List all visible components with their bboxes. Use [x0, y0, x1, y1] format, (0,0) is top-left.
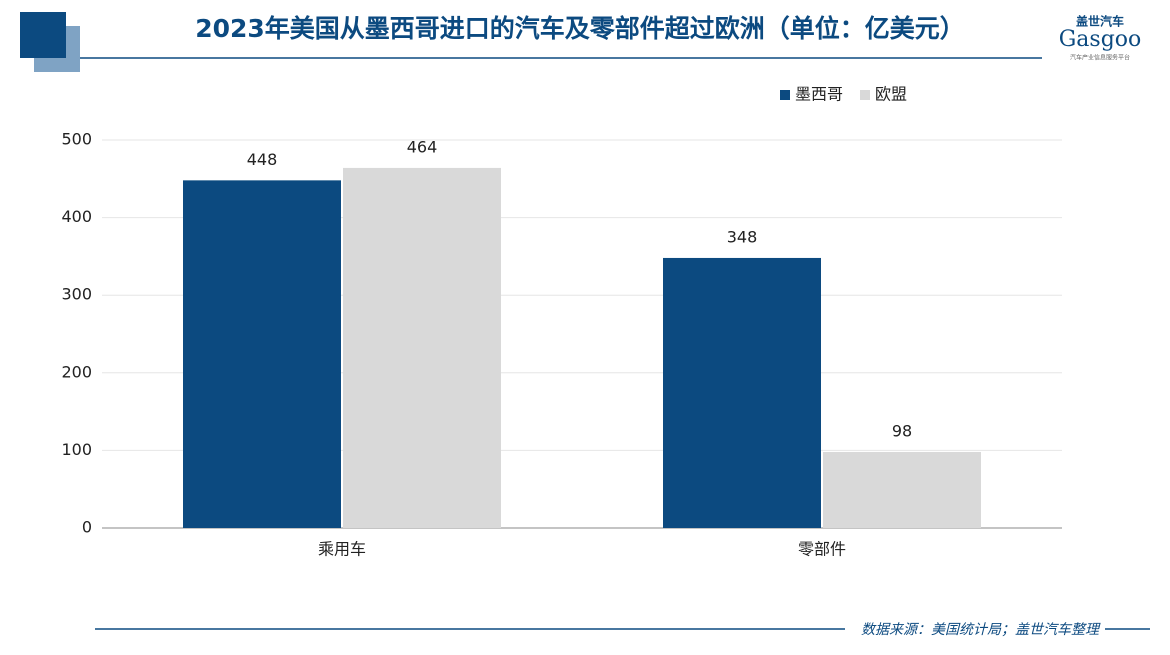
y-tick-label: 400: [61, 207, 92, 226]
bar: [823, 451, 981, 528]
chart-title: 2023年美国从墨西哥进口的汽车及零部件超过欧洲（单位：亿美元）: [195, 14, 965, 43]
x-tick-label: 乘用车: [318, 540, 366, 559]
y-tick-label: 0: [82, 518, 92, 537]
value-label: 464: [407, 137, 438, 156]
legend-swatch: [780, 90, 790, 100]
logo-brand: Gasgoo: [1059, 27, 1142, 52]
source-note: 数据来源：美国统计局；盖世汽车整理: [861, 622, 1101, 638]
bar: [663, 257, 821, 528]
x-tick-label: 零部件: [798, 540, 846, 559]
y-tick-label: 200: [61, 362, 92, 381]
legend-label: 墨西哥: [795, 85, 843, 104]
value-label: 448: [247, 150, 278, 169]
y-tick-label: 100: [61, 440, 92, 459]
y-tick-label: 300: [61, 285, 92, 304]
logo-tagline: 汽车产业信息服务平台: [1070, 54, 1130, 62]
bar: [343, 167, 501, 528]
decor-square-dark: [20, 12, 66, 58]
logo-name: 盖世汽车: [1076, 14, 1124, 29]
value-label: 98: [892, 421, 912, 440]
y-tick-label: 500: [61, 130, 92, 149]
legend-label: 欧盟: [875, 85, 907, 104]
value-label: 348: [727, 227, 758, 246]
legend-swatch: [860, 90, 870, 100]
bar: [183, 180, 341, 529]
